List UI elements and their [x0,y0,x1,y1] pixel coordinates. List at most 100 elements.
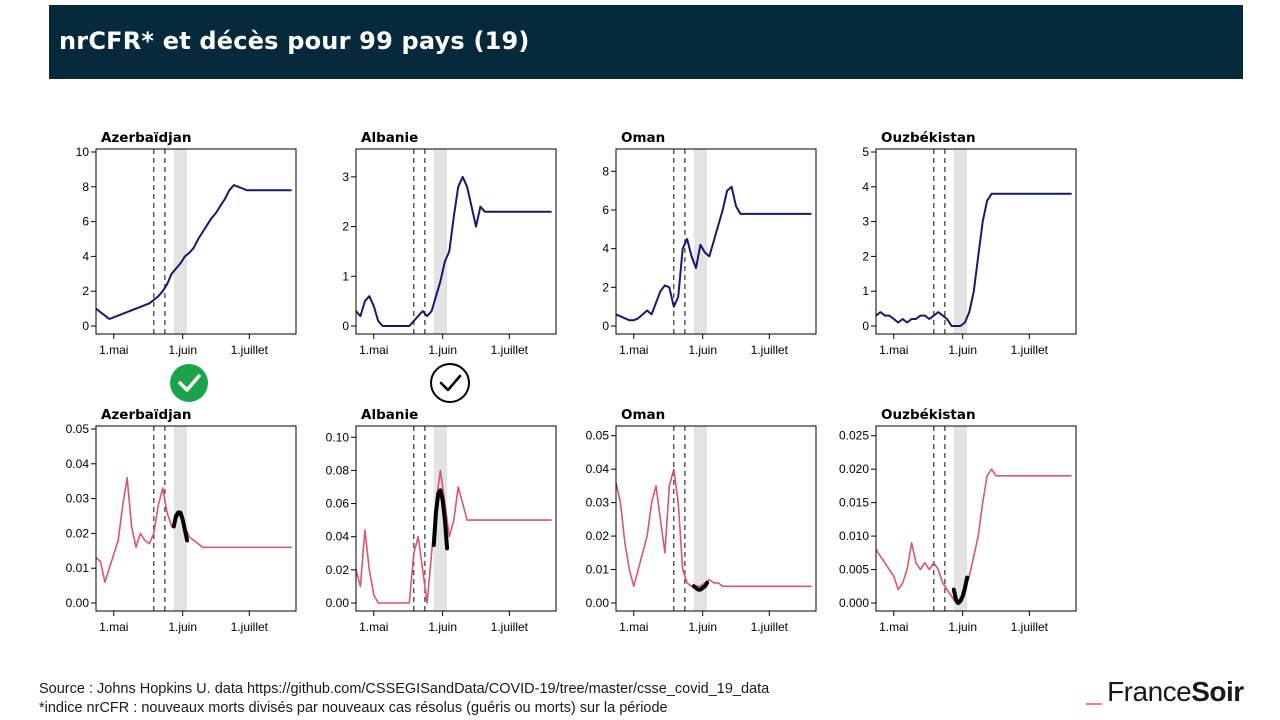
shaded-band-top-0 [173,149,188,334]
y-tick-label-bottom-0-1: 0.01 [66,561,90,575]
chart-title-bottom-2: Oman [621,407,665,423]
y-tick-label-bottom-2-5: 0.05 [586,429,610,443]
shaded-band-bottom-3 [953,426,968,611]
y-tick-label-top-2-2: 4 [602,242,609,256]
x-tick-label-bottom-2-0: 1.mai [619,620,648,634]
y-tick-label-bottom-0-0: 0.00 [66,596,90,610]
y-tick-label-top-1-2: 2 [342,220,349,234]
x-tick-label-bottom-1-0: 1.mai [359,620,388,634]
y-tick-label-top-0-0: 0 [82,319,89,333]
x-tick-label-top-2-0: 1.mai [619,343,648,357]
y-tick-label-top-3-1: 1 [862,284,869,298]
x-tick-label-top-0-0: 1.mai [99,343,128,357]
y-tick-label-bottom-0-4: 0.04 [66,457,90,471]
x-tick-label-bottom-3-1: 1.juin [948,620,977,634]
y-tick-label-bottom-2-0: 0.00 [586,596,610,610]
y-tick-label-bottom-3-4: 0.020 [839,462,869,476]
shaded-band-top-1 [433,149,448,334]
x-tick-label-top-2-2: 1.juillet [751,343,789,357]
x-tick-label-bottom-0-2: 1.juillet [231,620,269,634]
y-tick-label-top-1-1: 1 [342,269,349,283]
y-tick-label-bottom-1-1: 0.02 [326,563,350,577]
y-tick-label-top-3-4: 4 [862,180,869,194]
y-tick-label-top-3-0: 0 [862,319,869,333]
y-tick-label-top-3-5: 5 [862,145,869,159]
y-tick-label-top-3-2: 2 [862,249,869,263]
y-tick-label-bottom-3-2: 0.010 [839,529,869,543]
chart-title-bottom-0: Azerbaïdjan [101,407,192,423]
series-line-top-0 [95,184,292,320]
plot-frame-top-1 [355,148,557,335]
y-tick-label-top-0-3: 6 [82,215,89,229]
x-tick-label-top-0-1: 1.juin [168,343,197,357]
y-tick-label-bottom-0-3: 0.03 [66,492,90,506]
y-tick-label-top-0-2: 4 [82,249,89,263]
check-circle-filled-icon [170,364,208,402]
x-tick-label-top-3-2: 1.juillet [1011,343,1049,357]
plot-frame-top-2 [615,148,817,335]
chart-title-top-1: Albanie [361,130,418,146]
title-bar: nrCFR* et décès pour 99 pays (19) [49,5,1243,79]
y-tick-label-bottom-1-3: 0.06 [326,497,350,511]
y-tick-label-top-2-3: 6 [602,203,609,217]
shaded-band-bottom-2 [693,426,708,611]
x-tick-label-top-1-0: 1.mai [359,343,388,357]
series-line-top-2 [615,185,812,322]
plot-frame-bottom-0 [95,425,297,612]
fit-curve-bottom-3 [951,575,970,605]
y-tick-label-bottom-0-5: 0.05 [66,422,90,436]
shaded-band-bottom-1 [433,426,448,611]
series-line-bottom-2 [615,468,812,588]
y-tick-label-top-0-1: 2 [82,284,89,298]
series-line-top-3 [875,192,1072,327]
y-tick-label-bottom-3-3: 0.015 [839,496,869,510]
shaded-band-top-3 [953,149,968,334]
y-tick-label-top-2-4: 8 [602,164,609,178]
y-tick-label-top-2-0: 0 [602,319,609,333]
fit-curve-bottom-0 [171,510,190,543]
x-tick-label-top-3-1: 1.juin [948,343,977,357]
x-tick-label-bottom-2-2: 1.juillet [751,620,789,634]
x-tick-label-top-3-0: 1.mai [879,343,908,357]
footer: Source : Johns Hopkins U. data https://g… [39,680,769,718]
plot-frame-bottom-2 [615,425,817,612]
y-tick-label-bottom-2-3: 0.03 [586,496,610,510]
series-line-top-1 [355,175,552,327]
chart-title-bottom-1: Albanie [361,407,418,423]
y-tick-label-top-0-5: 10 [76,145,90,159]
logo-part-france: France [1107,676,1192,707]
y-tick-label-bottom-2-1: 0.01 [586,563,610,577]
x-tick-label-top-1-2: 1.juillet [491,343,529,357]
x-tick-label-bottom-3-2: 1.juillet [1011,620,1049,634]
plot-frame-bottom-3 [875,425,1077,612]
x-tick-label-bottom-0-1: 1.juin [168,620,197,634]
y-tick-label-top-3-3: 3 [862,215,869,229]
x-tick-label-top-2-1: 1.juin [688,343,717,357]
source-note: Source : Johns Hopkins U. data https://g… [39,681,770,697]
y-tick-label-bottom-3-1: 0.005 [839,563,869,577]
series-line-bottom-0 [95,476,292,583]
y-tick-label-top-2-1: 2 [602,280,609,294]
nrcfr-definition-note: *indice nrCFR : nouveaux morts divisés p… [39,700,668,716]
y-tick-label-top-0-4: 8 [82,180,89,194]
y-tick-label-bottom-3-0: 0.000 [839,596,869,610]
fit-curve-bottom-2 [691,580,710,592]
x-tick-label-bottom-2-1: 1.juin [688,620,717,634]
x-tick-label-top-0-2: 1.juillet [231,343,269,357]
y-tick-label-bottom-1-4: 0.08 [326,463,350,477]
y-tick-label-bottom-1-2: 0.04 [326,530,350,544]
x-tick-label-bottom-1-2: 1.juillet [491,620,529,634]
y-tick-label-top-1-3: 3 [342,170,349,184]
series-line-bottom-1 [355,469,552,604]
y-tick-label-bottom-2-4: 0.04 [586,462,610,476]
chart-title-top-0: Azerbaïdjan [101,130,192,146]
y-tick-label-top-1-0: 0 [342,319,349,333]
x-tick-label-bottom-1-1: 1.juin [428,620,457,634]
y-tick-label-bottom-1-0: 0.00 [326,596,350,610]
plot-frame-top-0 [95,148,297,335]
plot-frame-bottom-1 [355,425,557,612]
y-tick-label-bottom-1-5: 0.10 [326,430,350,444]
check-mark-icon-filled [178,374,201,392]
x-tick-label-top-1-1: 1.juin [428,343,457,357]
